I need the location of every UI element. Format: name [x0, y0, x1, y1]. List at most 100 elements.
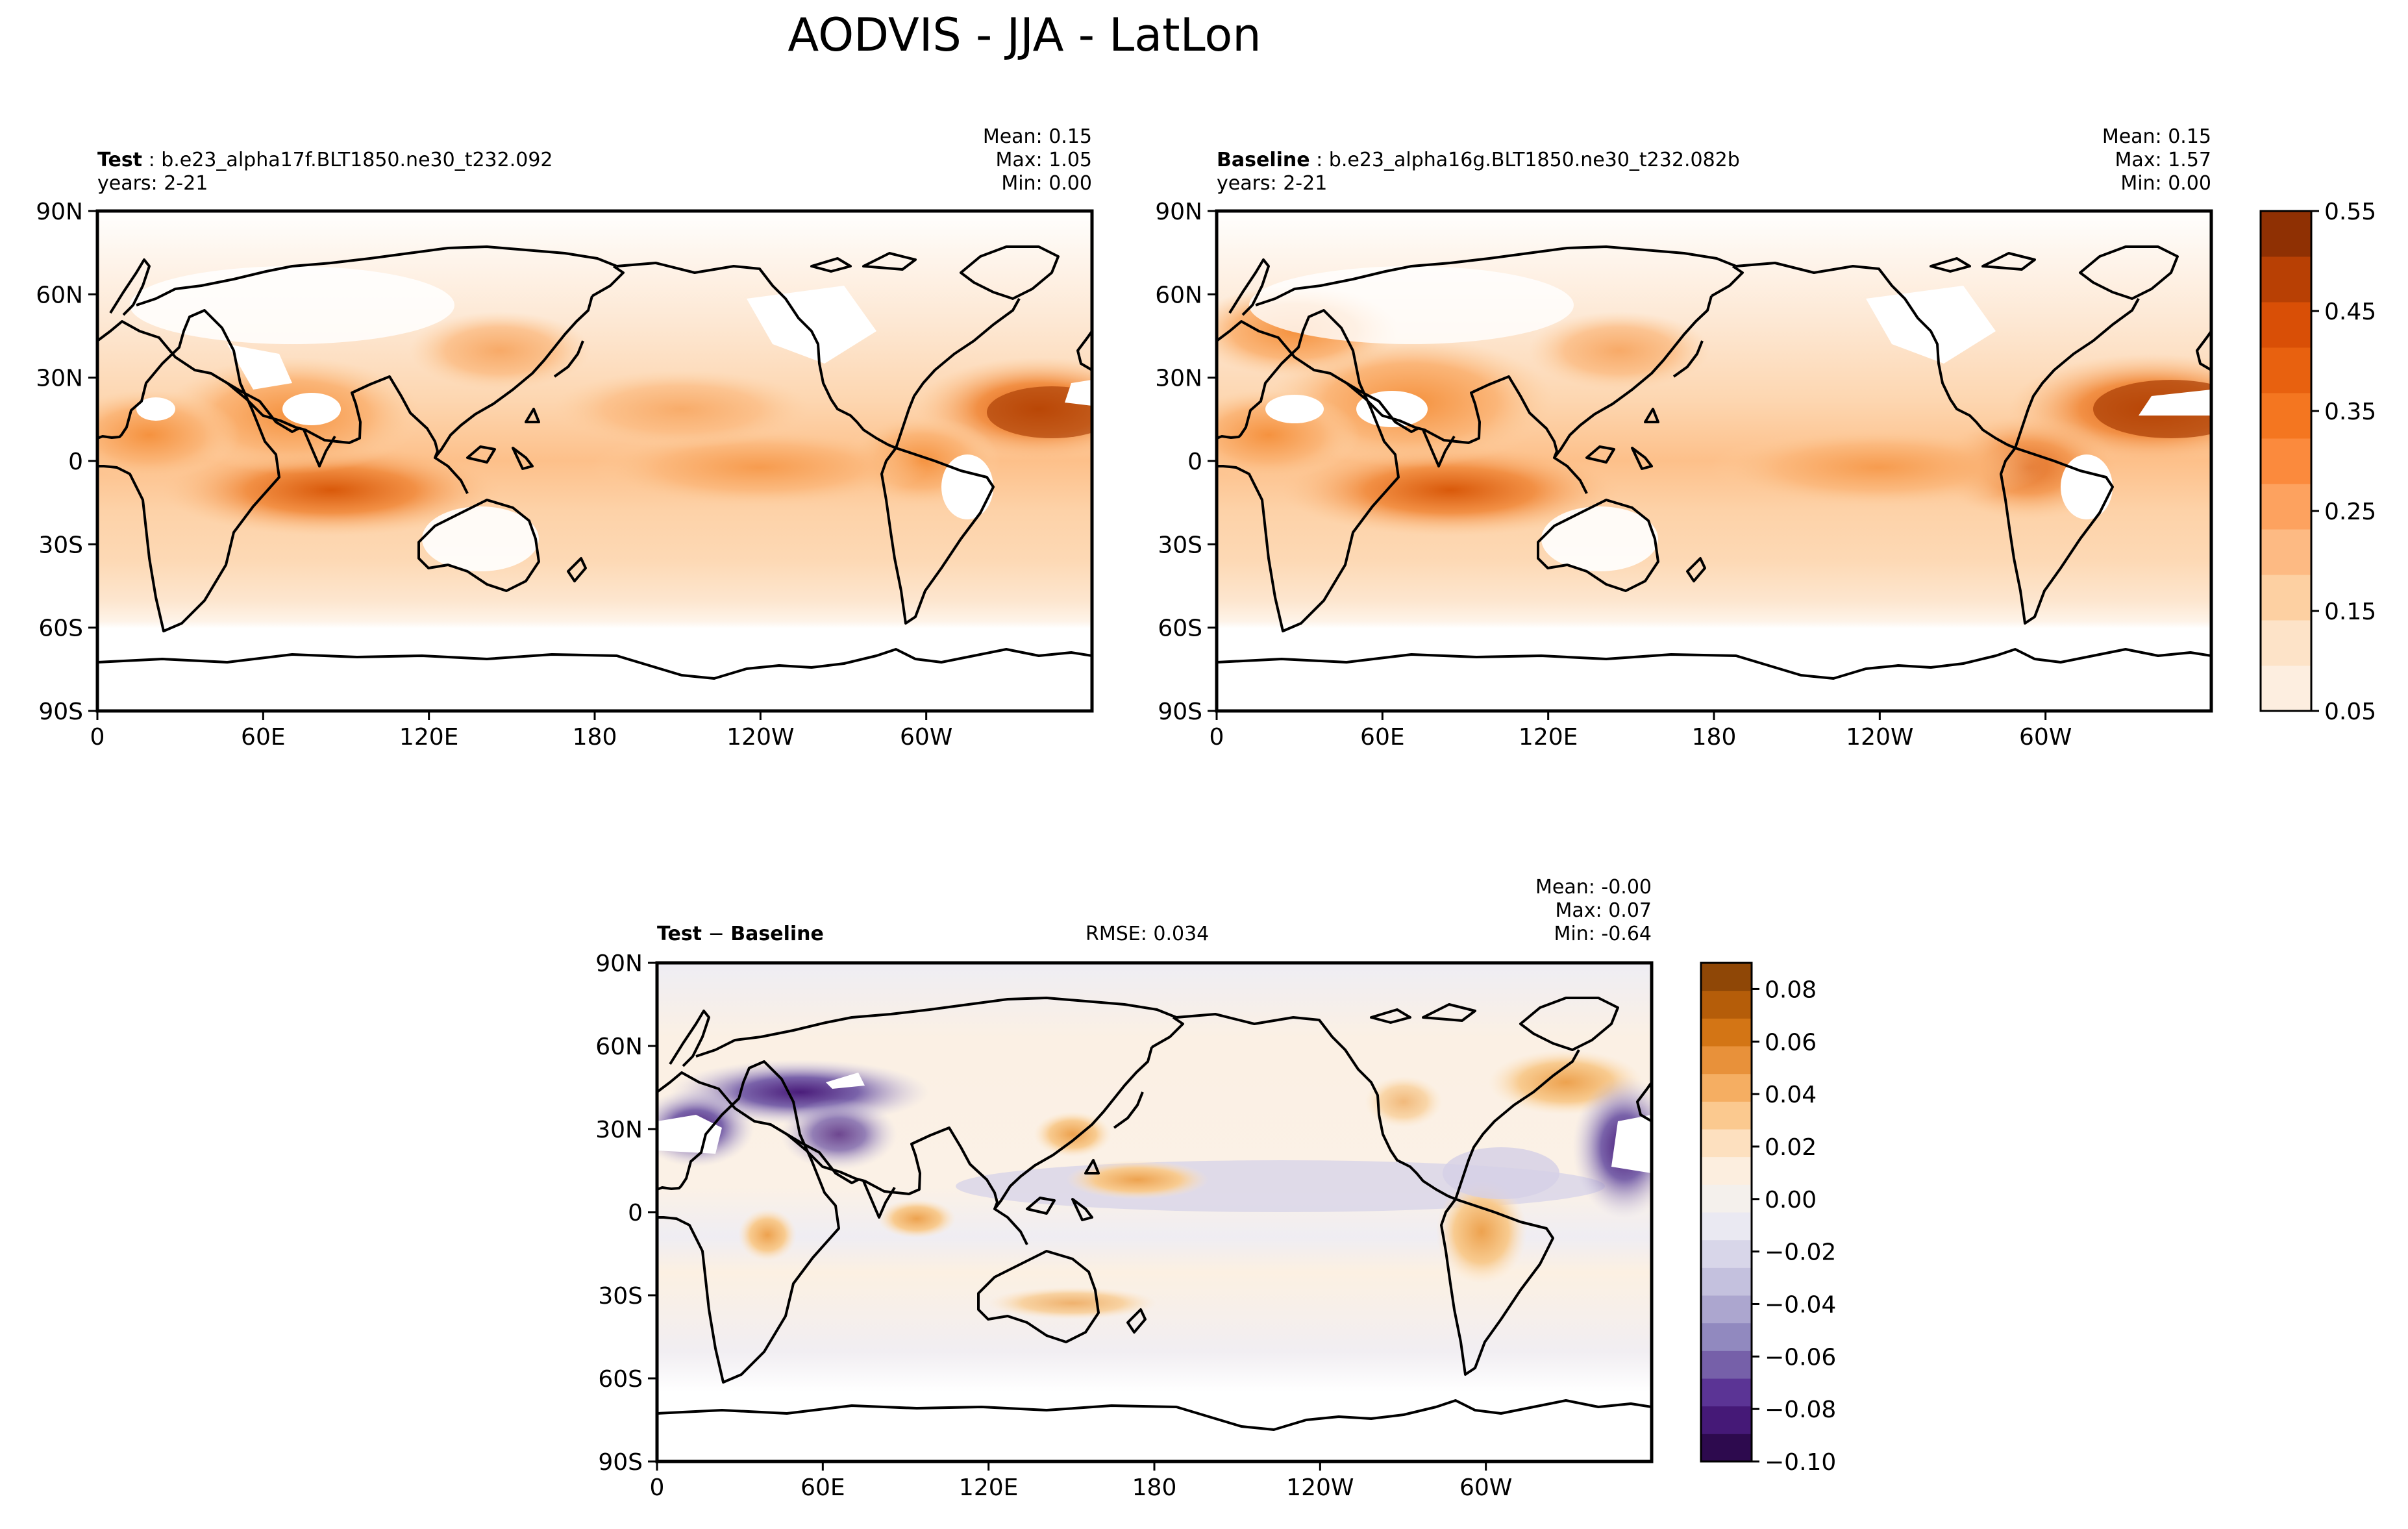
diff-colorbar-label: 0.02: [1765, 1134, 1817, 1161]
diff-xtick-label: 120E: [959, 1474, 1018, 1501]
difference-panel: Mean: -0.00 Max: 0.07 Min: -0.64 Test − …: [595, 876, 1654, 1501]
baseline-label-colon: :: [1310, 149, 1329, 171]
baseline-xtick-label: 120E: [1519, 724, 1578, 751]
main-colorbar-swatch: [2261, 620, 2311, 666]
diff-ytick-label: 60S: [598, 1366, 643, 1393]
test-ytick-label: 0: [68, 449, 83, 475]
diff-colorbar-swatch: [1701, 1323, 1752, 1351]
baseline-stats-min: Min: 0.00: [2120, 172, 2211, 195]
diff-colorbar-swatch: [1701, 963, 1752, 991]
test-ytick-label: 60N: [36, 282, 83, 308]
baseline-case-name: b.e23_alpha16g.BLT1850.ne30_t232.082b: [1329, 149, 1740, 171]
diff-xtick-label: 0: [650, 1474, 665, 1501]
test-ytick-label: 60S: [38, 615, 83, 642]
test-ytick-label: 30S: [38, 532, 83, 558]
baseline-panel: Mean: 0.15 Max: 1.57 Min: 0.00 Baseline …: [1155, 125, 2213, 751]
diff-stats-min: Min: -0.64: [1554, 923, 1652, 945]
diff-label-test: Test: [657, 923, 702, 945]
baseline-xtick-label: 180: [1692, 724, 1737, 751]
main-colorbar-swatch: [2261, 575, 2311, 621]
diff-colorbar-swatch: [1701, 1239, 1752, 1268]
baseline-years: years: 2-21: [1217, 172, 1327, 195]
diff-colorbar-swatch: [1701, 1434, 1752, 1462]
diff-ytick-label: 0: [628, 1200, 643, 1226]
diff-colorbar-swatch: [1701, 1101, 1752, 1130]
baseline-map-field: [1217, 211, 2211, 711]
main-colorbar-frame: [2259, 210, 2313, 712]
test-case-label: Test : b.e23_alpha17f.BLT1850.ne30_t232.…: [97, 149, 553, 171]
diff-colorbar: 0.08 0.06 0.04 0.02 0.00 −0.02 −0.04 −0.06 −0.08…: [1700, 962, 1836, 1476]
test-ytick-label: 90S: [38, 699, 83, 725]
test-panel: Mean: 0.15 Max: 1.05 Min: 0.00 Test : b.…: [36, 125, 1094, 751]
baseline-stats-max: Max: 1.57: [2115, 149, 2211, 171]
main-colorbar-label: 0.45: [2324, 299, 2376, 325]
test-xtick-label: 0: [90, 724, 105, 751]
baseline-ytick-label: 90N: [1155, 199, 1202, 225]
main-colorbar: 0.55 0.45 0.35 0.25 0.15 0.05: [2259, 199, 2376, 725]
baseline-xtick-label: 0: [1210, 724, 1224, 751]
diff-label-baseline: Baseline: [730, 923, 824, 945]
diff-colorbar-swatch: [1701, 1212, 1752, 1241]
test-stats-max: Max: 1.05: [996, 149, 1092, 171]
baseline-xtick-label: 60W: [2019, 724, 2072, 751]
main-colorbar-swatch: [2261, 256, 2311, 303]
diff-colorbar-label: 0.06: [1765, 1029, 1817, 1056]
diff-colorbar-swatch: [1701, 1184, 1752, 1213]
main-colorbar-swatch: [2261, 665, 2311, 712]
diff-colorbar-swatch: [1701, 990, 1752, 1019]
baseline-ytick-label: 0: [1187, 449, 1202, 475]
diff-colorbar-swatch: [1701, 1350, 1752, 1379]
test-stats-min: Min: 0.00: [1001, 172, 1092, 195]
test-years: years: 2-21: [97, 172, 208, 195]
main-colorbar-label: 0.55: [2324, 199, 2376, 225]
diff-xtick-label: 60E: [801, 1474, 845, 1501]
main-colorbar-label: 0.35: [2324, 399, 2376, 425]
test-xtick-label: 180: [573, 724, 617, 751]
diff-ytick-label: 60N: [595, 1034, 643, 1060]
baseline-ytick-label: 60N: [1155, 282, 1202, 308]
main-colorbar-swatch: [2261, 529, 2311, 575]
diff-label: Test − Baseline: [657, 923, 824, 945]
diff-ytick-label: 90S: [598, 1449, 643, 1476]
diff-ytick-label: 30S: [598, 1283, 643, 1310]
test-ytick-label: 30N: [36, 366, 83, 392]
main-colorbar-label: 0.05: [2324, 699, 2376, 725]
diff-colorbar-label: −0.02: [1765, 1239, 1836, 1266]
diff-xtick-label: 120W: [1286, 1474, 1354, 1501]
main-colorbar-label: 0.15: [2324, 599, 2376, 625]
main-colorbar-swatch: [2261, 347, 2311, 393]
test-xtick-label: 60E: [241, 724, 286, 751]
diff-colorbar-swatch: [1701, 1046, 1752, 1075]
test-label-bold: Test: [97, 149, 142, 171]
diff-colorbar-frame: [1700, 962, 1753, 1463]
test-label-colon: :: [142, 149, 161, 171]
diff-colorbar-label: −0.04: [1765, 1291, 1836, 1318]
diff-colorbar-swatch: [1701, 1267, 1752, 1296]
diff-colorbar-swatch: [1701, 1378, 1752, 1407]
diff-colorbar-label: −0.10: [1765, 1449, 1836, 1476]
diff-colorbar-swatch: [1701, 1073, 1752, 1102]
diff-colorbar-swatch: [1701, 1129, 1752, 1158]
main-colorbar-swatch: [2261, 393, 2311, 439]
diff-xtick-label: 180: [1132, 1474, 1177, 1501]
diff-label-minus: −: [702, 923, 730, 945]
baseline-case-label: Baseline : b.e23_alpha16g.BLT1850.ne30_t…: [1217, 149, 1740, 171]
main-colorbar-swatch: [2261, 438, 2311, 484]
diff-colorbar-label: −0.06: [1765, 1344, 1836, 1371]
diff-colorbar-swatch: [1701, 1406, 1752, 1434]
baseline-ytick-label: 30N: [1155, 366, 1202, 392]
diff-colorbar-label: 0.04: [1765, 1082, 1817, 1108]
difference-map-field: [657, 963, 1652, 1461]
diff-xtick-label: 60W: [1459, 1474, 1512, 1501]
baseline-ytick-label: 90S: [1158, 699, 1202, 725]
diff-ytick-label: 90N: [595, 951, 643, 977]
test-xtick-label: 60W: [900, 724, 952, 751]
main-colorbar-swatch: [2261, 302, 2311, 348]
test-stats-mean: Mean: 0.15: [983, 125, 1092, 148]
test-xtick-label: 120E: [399, 724, 458, 751]
test-ytick-label: 90N: [36, 199, 83, 225]
figure-title: AODVIS - JJA - LatLon: [788, 8, 1261, 62]
diff-colorbar-swatch: [1701, 1156, 1752, 1185]
diff-colorbar-label: −0.08: [1765, 1397, 1836, 1423]
